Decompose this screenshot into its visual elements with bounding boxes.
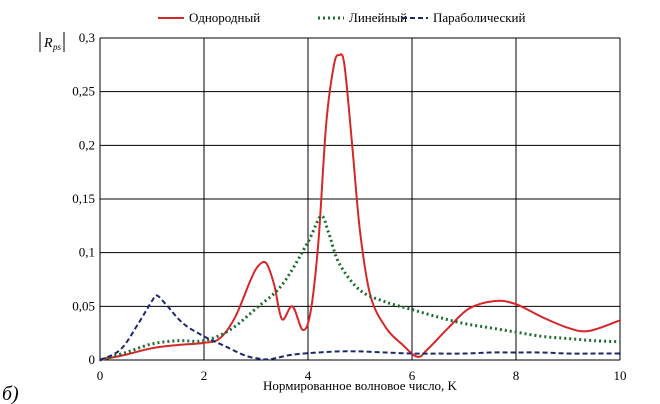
- y-tick-label: 0,1: [79, 245, 95, 260]
- x-tick-label: 4: [305, 368, 312, 383]
- y-tick-label: 0,15: [72, 191, 95, 206]
- y-axis-label-sub: ps: [52, 42, 62, 52]
- series-line-1: [99, 53, 621, 361]
- y-tick-label: 0,2: [79, 137, 95, 152]
- y-tick-label: 0: [89, 352, 96, 367]
- x-tick-label: 0: [97, 368, 104, 383]
- x-tick-label: 10: [614, 368, 627, 383]
- panel-label: б): [2, 383, 19, 404]
- y-axis-label-main: R: [43, 36, 53, 51]
- legend-label-1: Однородный: [189, 10, 260, 25]
- legend: Однородный Линейный Параболический: [158, 10, 525, 25]
- y-tick-labels: 0 0,05 0,1 0,15 0,2 0,25 0,3: [72, 30, 95, 367]
- y-axis-label: R ps: [39, 32, 65, 52]
- y-tick-label: 0,3: [79, 30, 95, 45]
- legend-label-3: Параболический: [433, 10, 525, 25]
- legend-label-2: Линейный: [349, 10, 407, 25]
- x-tick-label: 2: [201, 368, 208, 383]
- x-axis-label: Нормированное волновое число, K: [263, 378, 458, 393]
- x-tick-label: 8: [513, 368, 520, 383]
- x-tick-label: 6: [409, 368, 416, 383]
- x-tick-labels: 0 2 4 6 8 10: [97, 368, 627, 383]
- series-line-3: [99, 294, 620, 361]
- y-tick-label: 0,25: [72, 84, 95, 99]
- grid: [99, 37, 621, 361]
- series-group: [99, 53, 621, 362]
- y-tick-label: 0,05: [72, 298, 95, 313]
